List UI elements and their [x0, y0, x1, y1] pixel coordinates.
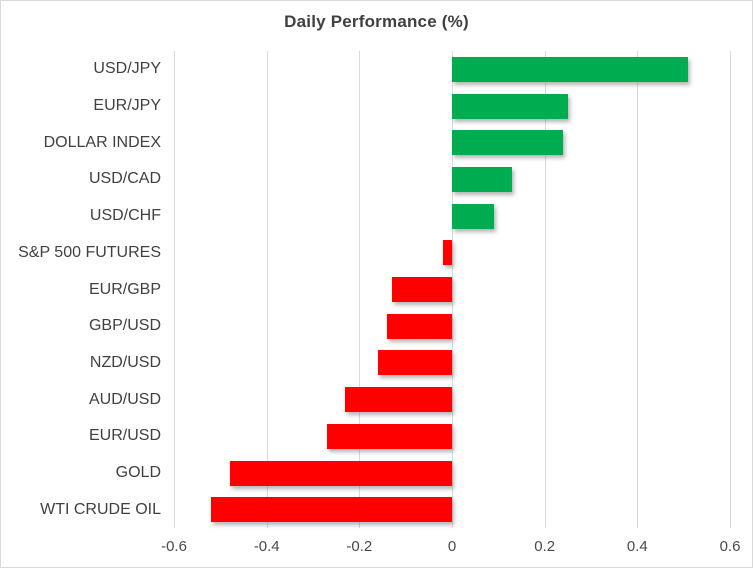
gridline	[174, 51, 175, 528]
gridline	[266, 51, 268, 528]
bar-dollar-index	[452, 130, 564, 156]
bar-usd-chf	[452, 203, 494, 229]
bar-eur-jpy	[452, 93, 568, 119]
category-label-usd-cad: USD/CAD	[88, 170, 161, 188]
x-tick-label: 0.4	[626, 538, 648, 555]
bar-usd-jpy	[452, 56, 689, 82]
gridline	[730, 51, 731, 528]
category-axis-labels: USD/JPY EUR/JPY DOLLAR INDEX USD/CAD USD/CHF…	[1, 51, 161, 528]
bar-gbp-usd	[387, 313, 452, 339]
category-label-eur-jpy: EUR/JPY	[93, 97, 161, 115]
category-label-aud-usd: AUD/USD	[88, 390, 161, 408]
bar-wti-crude-oil	[211, 497, 452, 523]
x-tick-label: -0.6	[161, 538, 187, 555]
chart-title: Daily Performance (%)	[284, 12, 469, 31]
x-axis-labels: -0.6 -0.4 -0.2 0 0.2 0.4 0.6	[161, 538, 740, 560]
plot-area	[174, 51, 731, 528]
x-tick-label: 0	[447, 538, 457, 555]
bar-eur-usd	[326, 423, 452, 449]
gridline	[359, 51, 361, 528]
bar-gold	[229, 460, 452, 486]
bar-nzd-usd	[377, 350, 452, 376]
category-label-wti-crude-oil: WTI CRUDE OIL	[40, 500, 161, 518]
category-label-usd-jpy: USD/JPY	[93, 60, 161, 78]
category-label-gbp-usd: GBP/USD	[88, 317, 161, 335]
bar-s-p-500-futures	[442, 240, 452, 266]
x-tick-label: -0.4	[253, 538, 280, 555]
gridline	[544, 51, 546, 528]
category-label-eur-usd: EUR/USD	[88, 427, 161, 445]
category-label-nzd-usd: NZD/USD	[89, 353, 161, 371]
category-label-eur-gbp: EUR/GBP	[88, 280, 161, 298]
gridline	[637, 51, 639, 528]
bar-usd-cad	[452, 166, 513, 192]
bar-eur-gbp	[391, 277, 452, 302]
bar-aud-usd	[345, 387, 452, 413]
x-tick-label: 0.2	[534, 538, 556, 555]
category-label-gold: GOLD	[115, 463, 161, 481]
category-label-s-p-500-futures: S&P 500 FUTURES	[18, 243, 161, 261]
category-label-dollar-index: DOLLAR INDEX	[43, 133, 161, 151]
x-tick-label: -0.2	[346, 538, 373, 555]
category-label-usd-chf: USD/CHF	[89, 207, 161, 225]
gridline	[452, 51, 453, 528]
x-tick-label: 0.6	[719, 538, 741, 555]
